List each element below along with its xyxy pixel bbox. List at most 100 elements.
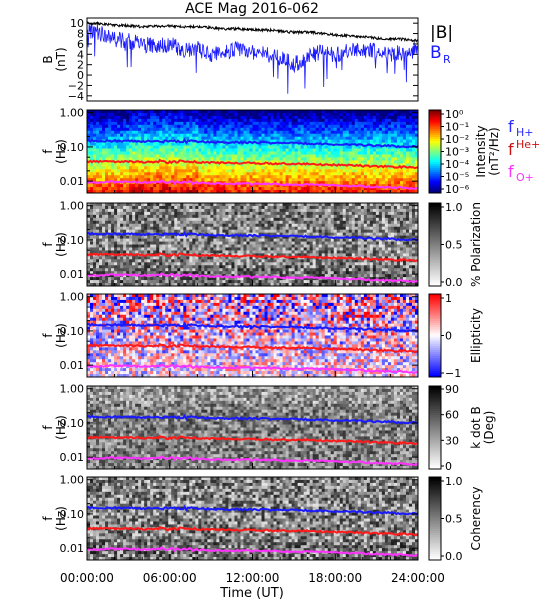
spectrogram-cell (144, 226, 148, 231)
spectrogram-cell (186, 220, 190, 225)
spectrogram-cell (252, 256, 256, 260)
spectrogram-cell (213, 208, 217, 213)
spectrogram-cell (366, 127, 371, 132)
spectrogram-cell (345, 145, 350, 149)
spectrogram-cell (186, 110, 190, 114)
spectrogram-cell (228, 280, 232, 284)
spectrogram-cell (240, 223, 244, 228)
spectrogram-cell (141, 187, 145, 191)
spectrogram-cell (366, 110, 371, 114)
spectrogram-cell (357, 118, 362, 123)
spectrogram-cell (105, 244, 109, 248)
spectrogram-cell (348, 121, 353, 126)
spectrogram-cell (381, 115, 386, 120)
spectrogram-cell (243, 271, 247, 275)
spectrogram-cell (216, 223, 220, 228)
spectrogram-cell (282, 154, 286, 158)
spectrogram-cell (204, 283, 208, 287)
spectrogram-cell (318, 160, 323, 164)
spectrogram-cell (234, 208, 238, 213)
spectrogram-cell (174, 127, 178, 132)
spectrogram-cell (384, 175, 389, 179)
spectrogram-cell (255, 211, 259, 216)
spectrogram-cell (408, 148, 413, 152)
spectrogram-cell (372, 175, 377, 179)
spectrogram-cell (234, 133, 238, 138)
spectrogram-cell (411, 133, 416, 138)
spectrogram-cell (108, 229, 112, 234)
spectrogram-cell (249, 127, 253, 132)
spectrogram-cell (219, 280, 223, 284)
spectrogram-cell (198, 241, 202, 245)
spectrogram-cell (189, 118, 193, 123)
b-panel-frame (86, 17, 419, 102)
spectrogram-cell (402, 175, 407, 179)
spectrogram-cell (93, 262, 97, 266)
spectrogram-cell (411, 115, 416, 120)
spectrogram-cell (96, 112, 100, 117)
spectrogram-cell (267, 115, 271, 120)
spectrogram-cell (351, 175, 356, 179)
spectrogram-cell (129, 223, 133, 228)
spectrogram-cell (168, 178, 172, 182)
spectrogram-cell (297, 133, 302, 138)
spectrogram-cell (237, 217, 241, 222)
spectrogram-cell (267, 154, 271, 158)
spectrogram-cell (114, 118, 118, 123)
spectrogram-cell (171, 154, 175, 158)
spectrogram-cell (246, 205, 250, 210)
spectrogram-cell (405, 118, 410, 123)
spectrogram-cell (141, 277, 145, 281)
spectrogram-cell (267, 160, 271, 164)
spectrogram-cell (333, 151, 338, 155)
spectrogram-cell (270, 217, 274, 222)
spectrogram-cell (333, 166, 338, 170)
spectrogram-cell (252, 223, 256, 228)
spectrogram-cell (234, 235, 238, 239)
spectrogram-cell (222, 271, 226, 275)
spectrogram-cell (312, 160, 317, 164)
spectrogram-cell (339, 157, 344, 161)
spectrogram-cell (87, 172, 91, 176)
spectrogram-cell (366, 112, 371, 117)
spectrogram-cell (285, 172, 290, 176)
spectrogram-cell (168, 121, 172, 126)
spectrogram-cell (237, 241, 241, 245)
spectrogram-cell (129, 247, 133, 251)
spectrogram-cell (198, 130, 202, 135)
spectrogram-cell (330, 154, 335, 158)
spectrogram-cell (258, 226, 262, 231)
spectrogram-cell (174, 190, 178, 194)
spectrogram-cell (138, 163, 142, 167)
spectrogram-cell (228, 217, 232, 222)
spectrogram-cell (96, 250, 100, 254)
spectrogram-cell (270, 262, 274, 266)
spectrogram-cell (384, 121, 389, 126)
spectrogram-cell (99, 250, 103, 254)
spectrogram-cell (120, 112, 124, 117)
spectrogram-cell (186, 145, 190, 149)
spectrogram-cell (402, 160, 407, 164)
spectrogram-cell (327, 112, 332, 117)
spectrogram-cell (216, 110, 220, 114)
spectrogram-cell (147, 118, 151, 123)
spectrogram-cell (276, 166, 280, 170)
spectrogram-cell (246, 187, 250, 191)
spectrogram-cell (273, 253, 277, 257)
spectrogram-cell (294, 142, 299, 146)
spectrogram-cell (366, 139, 371, 143)
spectrogram-cell (216, 130, 220, 135)
spectrogram-cell (87, 226, 91, 231)
spectrogram-cell (216, 118, 220, 123)
spectrogram-cell (132, 271, 136, 275)
spectrogram-cell (267, 145, 271, 149)
spectrogram-cell (231, 214, 235, 219)
spectrogram-cell (120, 163, 124, 167)
spectrogram-cell (177, 157, 181, 161)
spectrogram-cell (222, 235, 226, 239)
spectrogram-cell (117, 247, 121, 251)
spectrogram-cell (306, 160, 311, 164)
spectrogram-cell (102, 268, 106, 272)
spectrogram-cell (234, 220, 238, 225)
spectrogram-cell (93, 145, 97, 149)
